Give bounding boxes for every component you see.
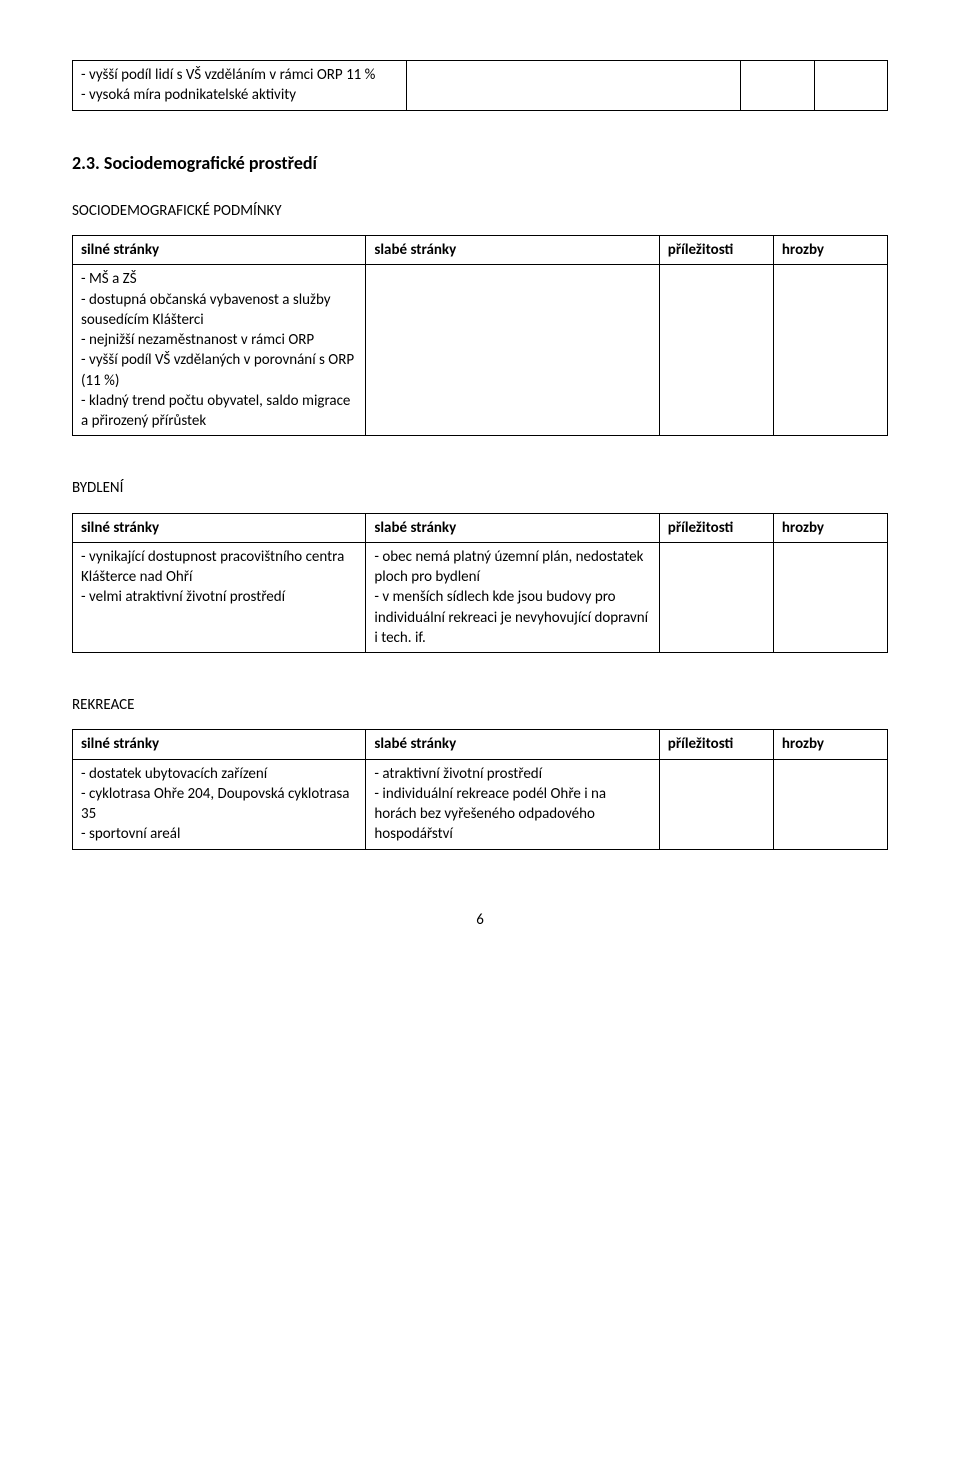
col-header-threats: hrozby xyxy=(773,730,887,759)
col-header-opportunities: příležitosti xyxy=(659,730,773,759)
col-header-opportunities: příležitosti xyxy=(659,513,773,542)
swot-table-socio: silné stránky slabé stránky příležitosti… xyxy=(72,235,888,436)
cell-threats xyxy=(773,542,887,652)
swot-table-rekreace: silné stránky slabé stránky příležitosti… xyxy=(72,729,888,849)
cell-strengths: - vynikající dostupnost pracovištního ce… xyxy=(73,542,366,652)
section-heading: 2.3. Sociodemografické prostředí xyxy=(72,151,888,175)
col-header-weaknesses: slabé stránky xyxy=(366,513,659,542)
cell-opportunities xyxy=(659,265,773,436)
cell-threats xyxy=(773,265,887,436)
col-header-threats: hrozby xyxy=(773,236,887,265)
pretable-cell-strengths: - vyšší podíl lidí s VŠ vzděláním v rámc… xyxy=(73,61,407,111)
table-header-row: silné stránky slabé stránky příležitosti… xyxy=(73,236,888,265)
table-header-row: silné stránky slabé stránky příležitosti… xyxy=(73,730,888,759)
col-header-weaknesses: slabé stránky xyxy=(366,236,659,265)
pretable-cell-opportunities xyxy=(741,61,814,111)
cell-weaknesses: - obec nemá platný územní plán, nedostat… xyxy=(366,542,659,652)
col-header-strengths: silné stránky xyxy=(73,730,366,759)
col-header-opportunities: příležitosti xyxy=(659,236,773,265)
page-number: 6 xyxy=(72,910,888,930)
cell-opportunities xyxy=(659,542,773,652)
table-row: - vyšší podíl lidí s VŠ vzděláním v rámc… xyxy=(73,61,888,111)
col-header-strengths: silné stránky xyxy=(73,236,366,265)
subheading-bydleni: BYDLENÍ xyxy=(72,478,888,498)
cell-opportunities xyxy=(659,759,773,849)
col-header-strengths: silné stránky xyxy=(73,513,366,542)
cell-strengths: - MŠ a ZŠ- dostupná občanská vybavenost … xyxy=(73,265,366,436)
subheading-rekreace: REKREACE xyxy=(72,695,888,715)
cell-threats xyxy=(773,759,887,849)
table-row: - dostatek ubytovacích zařízení- cyklotr… xyxy=(73,759,888,849)
pretable-cell-weaknesses xyxy=(407,61,741,111)
table-row: - MŠ a ZŠ- dostupná občanská vybavenost … xyxy=(73,265,888,436)
col-header-weaknesses: slabé stránky xyxy=(366,730,659,759)
subheading-socio: SOCIODEMOGRAFICKÉ PODMÍNKY xyxy=(72,201,888,221)
table-row: - vynikající dostupnost pracovištního ce… xyxy=(73,542,888,652)
pretable-cell-threats xyxy=(814,61,887,111)
cell-weaknesses: - atraktivní životní prostředí- individu… xyxy=(366,759,659,849)
leading-partial-table: - vyšší podíl lidí s VŠ vzděláním v rámc… xyxy=(72,60,888,111)
swot-table-bydleni: silné stránky slabé stránky příležitosti… xyxy=(72,513,888,654)
cell-strengths: - dostatek ubytovacích zařízení- cyklotr… xyxy=(73,759,366,849)
table-header-row: silné stránky slabé stránky příležitosti… xyxy=(73,513,888,542)
cell-weaknesses xyxy=(366,265,659,436)
pretable: - vyšší podíl lidí s VŠ vzděláním v rámc… xyxy=(72,60,888,111)
col-header-threats: hrozby xyxy=(773,513,887,542)
